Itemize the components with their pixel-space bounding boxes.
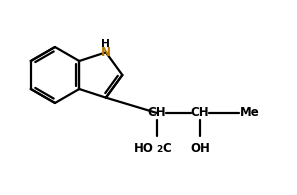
Text: N: N <box>101 46 111 59</box>
Text: H: H <box>102 39 110 49</box>
Text: CH: CH <box>148 106 166 120</box>
Text: 2: 2 <box>156 145 162 154</box>
Text: Me: Me <box>240 106 260 120</box>
Text: HO: HO <box>134 142 154 154</box>
Text: CH: CH <box>191 106 209 120</box>
Text: OH: OH <box>190 142 210 154</box>
Text: C: C <box>162 142 171 154</box>
